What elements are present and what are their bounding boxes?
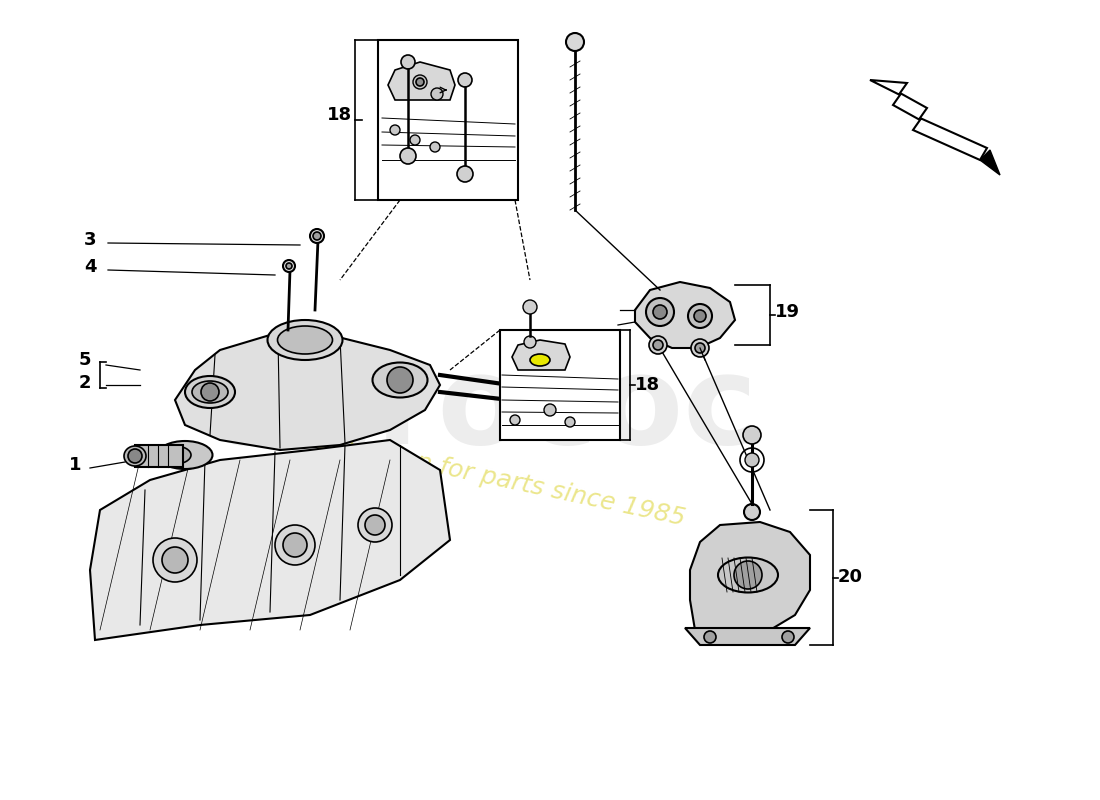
Circle shape <box>565 417 575 427</box>
Circle shape <box>128 449 142 463</box>
Circle shape <box>744 504 760 520</box>
Text: 18: 18 <box>327 106 352 124</box>
Circle shape <box>431 88 443 100</box>
Circle shape <box>314 232 321 240</box>
Text: 2: 2 <box>79 374 91 392</box>
Polygon shape <box>870 80 987 160</box>
Text: 18: 18 <box>635 376 660 394</box>
Circle shape <box>688 304 712 328</box>
Ellipse shape <box>277 326 332 354</box>
Circle shape <box>745 453 759 467</box>
Ellipse shape <box>718 558 778 593</box>
Circle shape <box>201 383 219 401</box>
Circle shape <box>162 547 188 573</box>
Circle shape <box>412 75 427 89</box>
Text: 1: 1 <box>68 456 81 474</box>
Ellipse shape <box>530 354 550 366</box>
Circle shape <box>310 229 324 243</box>
Text: 19: 19 <box>776 303 800 321</box>
Circle shape <box>704 631 716 643</box>
Ellipse shape <box>157 441 212 469</box>
Circle shape <box>387 367 412 393</box>
Bar <box>135 445 183 467</box>
Circle shape <box>694 310 706 322</box>
Circle shape <box>153 538 197 582</box>
Text: eurococ: eurococ <box>202 350 758 470</box>
Text: a passion for parts since 1985: a passion for parts since 1985 <box>312 429 688 531</box>
Polygon shape <box>980 150 1000 175</box>
Polygon shape <box>690 522 810 630</box>
Circle shape <box>524 336 536 348</box>
Circle shape <box>782 631 794 643</box>
Circle shape <box>522 300 537 314</box>
Circle shape <box>544 404 556 416</box>
Circle shape <box>283 533 307 557</box>
Text: 5: 5 <box>79 351 91 369</box>
Polygon shape <box>685 628 810 645</box>
Circle shape <box>691 339 710 357</box>
Circle shape <box>410 135 420 145</box>
Circle shape <box>649 336 667 354</box>
Ellipse shape <box>124 446 146 466</box>
Polygon shape <box>635 282 735 348</box>
Circle shape <box>390 125 400 135</box>
Circle shape <box>283 260 295 272</box>
Ellipse shape <box>267 320 342 360</box>
Circle shape <box>646 298 674 326</box>
Text: 4: 4 <box>84 258 97 276</box>
Polygon shape <box>512 340 570 370</box>
Ellipse shape <box>373 362 428 398</box>
Circle shape <box>734 561 762 589</box>
Circle shape <box>400 148 416 164</box>
Circle shape <box>695 343 705 353</box>
Circle shape <box>742 426 761 444</box>
Text: 3: 3 <box>84 231 97 249</box>
Circle shape <box>365 515 385 535</box>
Circle shape <box>430 142 440 152</box>
Circle shape <box>402 55 415 69</box>
Circle shape <box>286 263 292 269</box>
Circle shape <box>456 166 473 182</box>
Circle shape <box>653 340 663 350</box>
Polygon shape <box>175 335 440 450</box>
Ellipse shape <box>192 381 228 403</box>
Circle shape <box>510 415 520 425</box>
Polygon shape <box>388 62 455 100</box>
Ellipse shape <box>160 446 191 464</box>
Polygon shape <box>90 440 450 640</box>
Ellipse shape <box>185 376 235 408</box>
Ellipse shape <box>502 379 524 401</box>
Circle shape <box>505 382 521 398</box>
Circle shape <box>458 73 472 87</box>
Circle shape <box>653 305 667 319</box>
Bar <box>500 330 620 440</box>
Circle shape <box>566 33 584 51</box>
Circle shape <box>416 78 424 86</box>
Bar <box>378 40 518 200</box>
Circle shape <box>275 525 315 565</box>
Circle shape <box>358 508 392 542</box>
Text: 20: 20 <box>838 568 864 586</box>
